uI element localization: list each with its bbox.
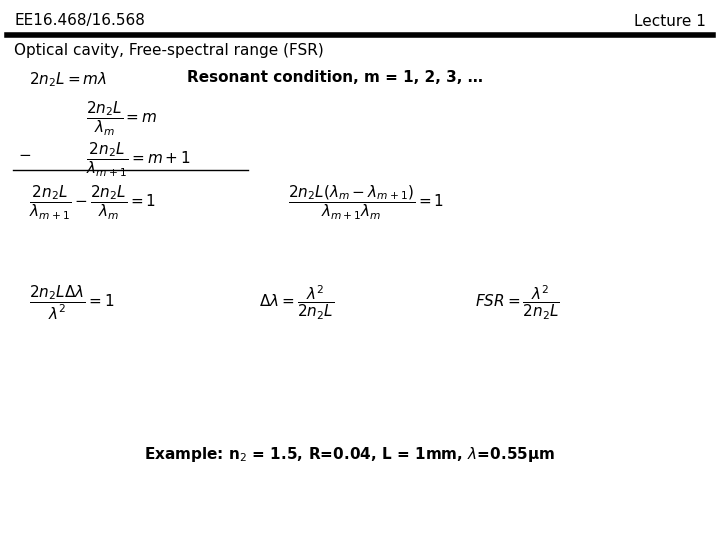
Text: EE16.468/16.568: EE16.468/16.568 xyxy=(14,14,145,29)
Text: $\Delta\lambda = \dfrac{\lambda^2}{2n_2 L}$: $\Delta\lambda = \dfrac{\lambda^2}{2n_2 … xyxy=(259,284,335,322)
Text: $\dfrac{2n_2 L}{\lambda_m} = m$: $\dfrac{2n_2 L}{\lambda_m} = m$ xyxy=(86,100,158,138)
Text: Resonant condition, m = 1, 2, 3, …: Resonant condition, m = 1, 2, 3, … xyxy=(187,70,483,85)
Text: $FSR = \dfrac{\lambda^2}{2n_2 L}$: $FSR = \dfrac{\lambda^2}{2n_2 L}$ xyxy=(475,284,560,322)
Text: Optical cavity, Free-spectral range (FSR): Optical cavity, Free-spectral range (FSR… xyxy=(14,43,324,58)
Text: $\dfrac{2n_2 L\Delta\lambda}{\lambda^2} = 1$: $\dfrac{2n_2 L\Delta\lambda}{\lambda^2} … xyxy=(29,284,114,322)
Text: $2n_2 L = m\lambda$: $2n_2 L = m\lambda$ xyxy=(29,70,107,89)
Text: Lecture 1: Lecture 1 xyxy=(634,14,706,29)
Text: $\dfrac{2n_2 L}{\lambda_{m+1}} - \dfrac{2n_2 L}{\lambda_m} = 1$: $\dfrac{2n_2 L}{\lambda_{m+1}} - \dfrac{… xyxy=(29,184,156,222)
Text: $-$: $-$ xyxy=(18,146,31,161)
Text: Example: n$_2$ = 1.5, R=0.04, L = 1mm, $\lambda$=0.55μm: Example: n$_2$ = 1.5, R=0.04, L = 1mm, $… xyxy=(144,446,555,464)
Text: $\dfrac{2n_2 L(\lambda_m - \lambda_{m+1})}{\lambda_{m+1}\lambda_m} = 1$: $\dfrac{2n_2 L(\lambda_m - \lambda_{m+1}… xyxy=(288,184,444,222)
Text: $\dfrac{2n_2 L}{\lambda_{m+1}} = m+1$: $\dfrac{2n_2 L}{\lambda_{m+1}} = m+1$ xyxy=(86,140,192,179)
